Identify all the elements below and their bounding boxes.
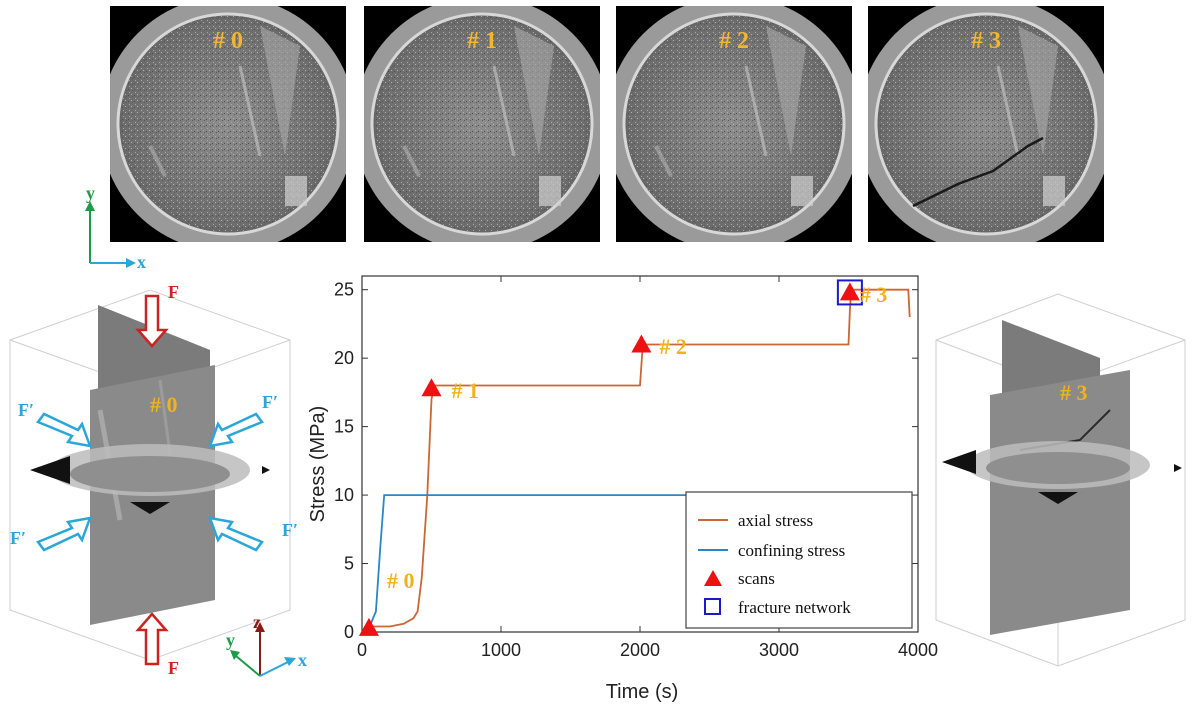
- x-axis-label: Time (s): [606, 681, 679, 703]
- scan-1-label: # 1: [467, 28, 497, 54]
- scan-marker: [358, 617, 379, 636]
- legend-scans-swatch: [704, 570, 722, 586]
- force-lower-left-label: F′: [10, 528, 27, 548]
- scan-0-label: # 0: [213, 28, 243, 54]
- y-tick-label: 10: [334, 485, 354, 505]
- y-tick-label: 15: [334, 417, 354, 437]
- confining-stress-line: [368, 494, 910, 629]
- scan-marker-label: # 2: [659, 334, 687, 360]
- y-tick-label: 25: [334, 280, 354, 300]
- force-upper-left-label: F′: [18, 400, 35, 420]
- x-tick-label: 1000: [481, 640, 521, 660]
- y-tick-label: 20: [334, 348, 354, 368]
- chart-legend: axial stress confining stress scans frac…: [685, 491, 913, 629]
- scan-marker-label: # 1: [451, 378, 480, 404]
- scan-marker: [421, 378, 442, 397]
- x-tick-label: 2000: [620, 640, 660, 660]
- stress-time-chart: 0 1000 2000 3000 4000 0 5 10 15 20 25 Stress (MPa)…: [307, 275, 938, 703]
- scan-3-label: # 3: [971, 28, 1001, 54]
- axial-stress-line: [369, 288, 911, 628]
- legend-scans-label: scans: [738, 569, 775, 588]
- volume-3-label: # 3: [1060, 380, 1088, 405]
- x-tick-label: 3000: [759, 640, 799, 660]
- force-bottom-label: F: [168, 658, 179, 678]
- ct-slice-scan-3: [868, 6, 1104, 242]
- y-axis-letter: y: [86, 183, 95, 203]
- volume-3d-scan-0: [9, 289, 291, 661]
- volume-0-label: # 0: [150, 392, 178, 417]
- y3d-axis-letter: y: [226, 630, 235, 650]
- y-tick-label: 0: [344, 622, 354, 642]
- ct-slice-scan-0: [110, 6, 346, 242]
- xyz-axis-indicator: [230, 622, 296, 677]
- scan-marker-label: # 3: [859, 282, 888, 308]
- force-arrows: [36, 294, 264, 666]
- scan-marker: [839, 282, 860, 301]
- scan-marker: [631, 334, 652, 353]
- legend-axial-label: axial stress: [738, 511, 813, 530]
- z-axis-letter: z: [253, 612, 261, 632]
- y-tick-label: 5: [344, 554, 354, 574]
- y-axis-label: Stress (MPa): [307, 406, 329, 523]
- volume-3d-scan-3: [935, 293, 1186, 667]
- scan-marker-label: # 0: [386, 567, 415, 593]
- fracture-crack: [912, 136, 1044, 208]
- force-upper-right-label: F′: [262, 392, 279, 412]
- legend-fracture-label: fracture network: [738, 598, 851, 617]
- x-axis-letter: x: [137, 252, 146, 272]
- xy-axis-indicator: [85, 201, 136, 268]
- legend-box: [685, 491, 913, 629]
- legend-confining-label: confining stress: [738, 541, 845, 560]
- force-top-label: F: [168, 282, 179, 302]
- fracture-network-box: [836, 279, 863, 306]
- x-tick-label: 4000: [898, 640, 938, 660]
- legend-fracture-swatch: [704, 598, 721, 615]
- force-lower-right-label: F′: [282, 520, 299, 540]
- x-tick-label: 0: [357, 640, 367, 660]
- x3d-axis-letter: x: [298, 650, 307, 670]
- scan-2-label: # 2: [719, 28, 749, 54]
- ct-slice-scan-2: [616, 6, 852, 242]
- ct-slice-scan-1: [364, 6, 600, 242]
